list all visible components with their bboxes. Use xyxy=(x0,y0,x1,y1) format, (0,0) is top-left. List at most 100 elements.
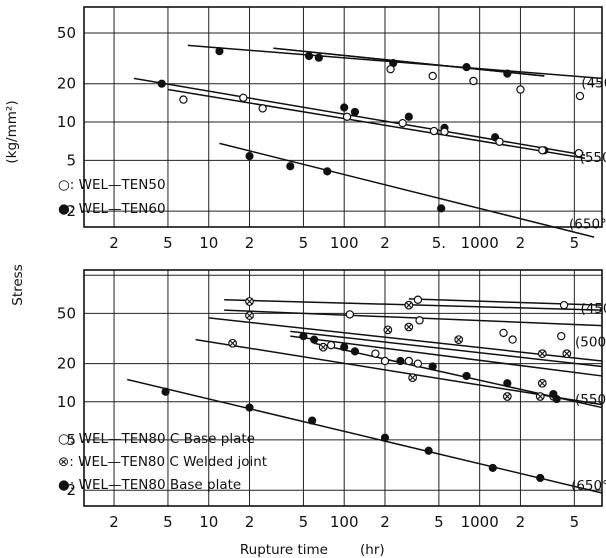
bottom-temperature-label: (550℃ xyxy=(575,392,606,408)
bottom-data-point-crossed xyxy=(383,325,393,335)
bottom-data-point-crossed xyxy=(245,297,254,306)
bottom-data-point-filled xyxy=(424,446,433,455)
top-x-tick-label: 10 xyxy=(199,234,218,252)
bottom-x-tick-label: 10 xyxy=(199,513,218,531)
bottom-data-point-crossed-cross-b xyxy=(229,340,236,347)
top-x-tick-label: 1000 xyxy=(461,234,499,252)
bottom-temperature-label: (450℃) xyxy=(580,301,606,317)
bottom-data-point-crossed xyxy=(537,378,547,388)
top-data-point-filled xyxy=(404,112,413,121)
top-data-point-open xyxy=(179,95,188,104)
top-data-point-open xyxy=(429,126,439,136)
bottom-data-point-filled xyxy=(428,362,437,371)
top-data-point-open xyxy=(440,127,449,136)
bottom-data-point-crossed-cross-b xyxy=(563,350,570,357)
top-trend-line xyxy=(273,47,545,77)
top-data-point-open xyxy=(538,146,547,155)
bottom-data-point-crossed-cross-b xyxy=(246,298,253,305)
bottom-legend-entry: ⊗: WEL—TEN80 C Welded joint xyxy=(58,454,267,470)
top-temperature-label: (650℃ xyxy=(569,216,606,232)
top-legend-entry: ●: WEL—TEN60 xyxy=(58,201,166,217)
top-data-point-filled xyxy=(340,103,349,112)
bottom-data-point-crossed xyxy=(502,392,512,401)
bottom-data-point-crossed xyxy=(537,349,547,359)
bottom-data-point-open xyxy=(371,349,380,358)
x-axis-label: Rupture time xyxy=(240,542,328,558)
bottom-x-tick-label: 2 xyxy=(380,513,390,531)
bottom-x-tick-label: 1000 xyxy=(461,513,499,531)
bottom-data-point-filled xyxy=(299,332,308,341)
bottom-trend-line xyxy=(208,317,603,362)
bottom-data-point-filled xyxy=(488,463,497,473)
bottom-data-point-crossed-cross-b xyxy=(409,374,416,381)
top-trend-line xyxy=(167,88,586,159)
bottom-y-tick-label: 5 xyxy=(66,431,76,449)
bottom-trend-line xyxy=(290,335,603,377)
bottom-trend-line xyxy=(127,378,603,494)
top-data-point-filled xyxy=(314,53,323,62)
bottom-data-point-crossed xyxy=(404,300,414,310)
top-temperature-label: (450℃) xyxy=(581,75,606,91)
bottom-data-point-open xyxy=(557,331,566,341)
top-y-tick-label: 5 xyxy=(66,151,76,169)
top-data-point-open xyxy=(575,91,585,101)
bottom-data-point-filled xyxy=(503,379,512,388)
bottom-data-point-crossed xyxy=(245,311,254,320)
bottom-data-point-crossed-cross-b xyxy=(537,393,544,400)
bottom-data-point-crossed xyxy=(228,338,237,348)
bottom-trend-line xyxy=(290,330,603,368)
bottom-data-point-filled xyxy=(161,387,170,396)
top-data-point-open xyxy=(495,137,504,146)
bottom-data-point-open xyxy=(404,356,414,366)
top-data-point-filled xyxy=(437,204,446,213)
bottom-data-point-open xyxy=(499,328,508,338)
top-data-point-open xyxy=(342,112,352,121)
top-data-point-open xyxy=(428,71,437,81)
bottom-data-point-filled xyxy=(308,416,317,425)
top-data-point-open xyxy=(386,64,395,74)
bottom-x-tick-label: 5 xyxy=(163,513,173,531)
bottom-data-point-filled xyxy=(380,433,390,442)
top-data-point-filled xyxy=(245,152,254,161)
top-data-point-open xyxy=(574,148,584,158)
bottom-temperature-label: (500℃) xyxy=(575,334,606,350)
bottom-y-tick-label: 50 xyxy=(57,304,76,322)
bottom-x-tick-label: 100 xyxy=(330,513,359,531)
top-data-point-open xyxy=(516,85,525,94)
top-y-tick-label: 2 xyxy=(66,202,76,220)
top-x-tick-label: 100 xyxy=(330,234,359,252)
bottom-data-point-open xyxy=(413,359,423,368)
bottom-data-point-crossed-cross-b xyxy=(539,380,546,387)
bottom-data-point-filled xyxy=(350,347,360,356)
top-data-point-filled xyxy=(350,107,360,117)
bottom-x-tick-label: 5 xyxy=(434,513,444,531)
bottom-data-point-crossed-cross-b xyxy=(455,336,462,343)
bottom-data-point-open xyxy=(413,295,423,304)
bottom-data-point-filled xyxy=(310,335,319,344)
bottom-data-point-crossed-cross-b xyxy=(405,323,412,330)
top-y-tick-label: 50 xyxy=(57,24,76,42)
top-data-point-filled xyxy=(503,69,512,78)
bottom-x-tick-label: 5 xyxy=(299,513,309,531)
top-x-tick-label: 2 xyxy=(109,234,119,252)
top-data-point-open xyxy=(469,76,478,86)
top-data-point-open xyxy=(398,118,407,128)
top-data-point-filled xyxy=(215,47,224,56)
bottom-temperature-label: (650℃) xyxy=(571,478,606,494)
bottom-y-tick-label: 2 xyxy=(66,481,76,499)
bottom-data-point-open xyxy=(559,300,569,310)
top-y-tick-label: 20 xyxy=(57,75,76,93)
top-trend-line xyxy=(133,77,586,156)
top-legend-entry: ○: WEL—TEN50 xyxy=(58,177,166,193)
top-trend-line xyxy=(219,142,595,238)
bottom-data-point-filled xyxy=(396,356,405,366)
top-data-point-open xyxy=(239,93,248,102)
y-axis-unit: (kg/mm²) xyxy=(4,100,20,163)
top-x-tick-label: 5. xyxy=(432,234,446,252)
top-data-point-filled xyxy=(286,162,295,171)
bottom-data-point-open xyxy=(380,356,390,366)
bottom-y-tick-label: 20 xyxy=(57,355,76,373)
bottom-x-tick-label: 2 xyxy=(516,513,526,531)
bottom-data-point-crossed-cross-b xyxy=(246,312,253,319)
